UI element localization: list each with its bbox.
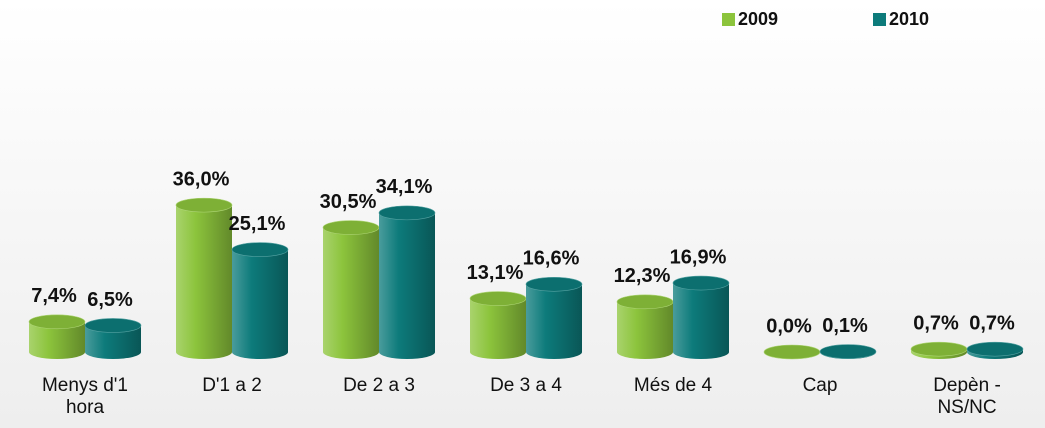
value-label: 6,5% bbox=[87, 289, 133, 311]
value-label: 0,1% bbox=[822, 315, 868, 337]
bar bbox=[232, 249, 288, 359]
bar bbox=[176, 205, 232, 359]
legend-swatch bbox=[873, 13, 886, 26]
bar-top bbox=[469, 291, 527, 306]
bar bbox=[470, 298, 526, 359]
bar-top bbox=[175, 197, 233, 213]
value-label: 16,9% bbox=[670, 246, 727, 268]
bar-top bbox=[763, 344, 821, 360]
bar-top bbox=[525, 276, 583, 292]
value-label: 25,1% bbox=[229, 213, 286, 235]
bar bbox=[526, 284, 582, 359]
value-label: 12,3% bbox=[614, 265, 671, 287]
value-label: 0,0% bbox=[766, 315, 812, 337]
bar bbox=[85, 325, 141, 359]
legend-swatch bbox=[722, 13, 735, 26]
bar-top bbox=[672, 275, 730, 291]
x-tick-label: Menys d'1 hora bbox=[41, 375, 128, 418]
value-label: 16,6% bbox=[523, 248, 580, 270]
x-tick-label: D'1 a 2 bbox=[202, 375, 262, 396]
x-tick-label: Cap bbox=[802, 375, 838, 396]
bar-top bbox=[84, 318, 142, 333]
bar-top bbox=[910, 341, 968, 357]
bar bbox=[323, 227, 379, 359]
value-label: 7,4% bbox=[31, 285, 77, 307]
bar-top bbox=[966, 341, 1024, 357]
legend-label: 2010 bbox=[889, 9, 929, 29]
bar bbox=[29, 321, 85, 359]
bar-top bbox=[819, 344, 877, 359]
bar-top bbox=[616, 294, 674, 310]
legend-label: 2009 bbox=[738, 9, 778, 29]
bar bbox=[617, 301, 673, 359]
bar-top bbox=[231, 242, 289, 257]
bar-top bbox=[322, 220, 380, 235]
x-tick-label: Depèn - NS/NC bbox=[933, 375, 1001, 418]
value-label: 0,7% bbox=[913, 312, 959, 334]
value-label: 0,7% bbox=[969, 312, 1015, 334]
x-tick-label: De 3 a 4 bbox=[490, 375, 562, 396]
value-label: 13,1% bbox=[467, 262, 524, 284]
bar bbox=[673, 283, 729, 359]
bar-top bbox=[378, 205, 436, 221]
x-tick-label: De 2 a 3 bbox=[343, 375, 415, 396]
value-label: 36,0% bbox=[173, 168, 230, 190]
bar-top bbox=[28, 314, 86, 330]
x-tick-label: Més de 4 bbox=[633, 375, 713, 396]
value-label: 34,1% bbox=[376, 176, 433, 198]
value-label: 30,5% bbox=[320, 191, 377, 213]
bar bbox=[379, 212, 435, 359]
